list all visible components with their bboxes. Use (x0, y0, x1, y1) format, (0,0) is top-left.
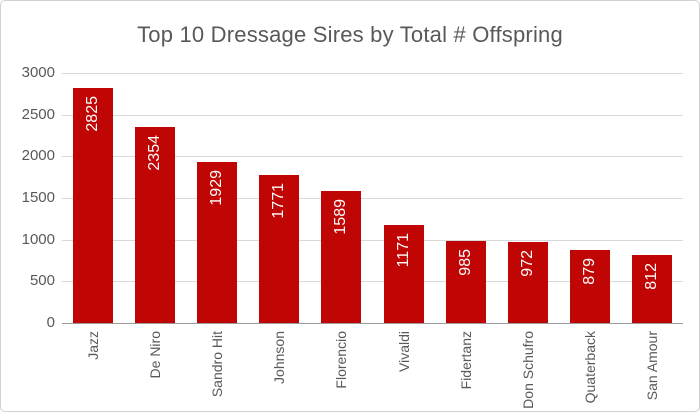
x-category-label: Vivaldi (395, 331, 412, 372)
y-tick-label: 0 (46, 314, 55, 331)
x-category-label-slot: Jazz (62, 331, 124, 411)
gridline (62, 240, 683, 241)
bar: 985 (445, 241, 486, 323)
y-tick-label: 2500 (21, 106, 55, 123)
bar: 879 (569, 250, 610, 323)
bar-value-label: 1929 (208, 170, 226, 206)
x-category-label: Sandro Hit (209, 331, 226, 398)
bar: 2825 (73, 88, 114, 323)
bar: 1171 (383, 225, 424, 323)
x-category-label: Florencio (333, 331, 350, 389)
x-category-label-slot: Sandro Hit (186, 331, 248, 411)
y-tick-label: 1000 (21, 231, 55, 248)
y-tick-label: 2000 (21, 147, 55, 164)
bar: 2354 (135, 127, 176, 323)
x-category-label: Jazz (85, 331, 102, 360)
bar-value-label: 2825 (84, 96, 102, 132)
y-tick-label: 500 (29, 272, 55, 289)
x-category-label-slot: Vivaldi (373, 331, 435, 411)
x-category-label-slot: Fidertanz (435, 331, 497, 411)
gridline (62, 115, 683, 116)
gridline (62, 198, 683, 199)
bar-value-label: 985 (456, 249, 474, 276)
x-category-label: San Amour (643, 331, 660, 401)
x-category-label-slot: Johnson (248, 331, 310, 411)
x-axis-line (62, 323, 683, 324)
x-category-label-slot: Don Schufro (497, 331, 559, 411)
bar-value-label: 1171 (394, 233, 412, 268)
bar: 1771 (259, 175, 300, 323)
y-tick-label: 3000 (21, 64, 55, 81)
x-category-label: De Niro (147, 331, 164, 379)
x-category-label: Quaterback (581, 331, 598, 404)
bar-value-label: 972 (518, 250, 536, 277)
y-tick-label: 1500 (21, 189, 55, 206)
chart-title: Top 10 Dressage Sires by Total # Offspri… (137, 22, 563, 47)
bar: 812 (631, 255, 672, 323)
bar: 972 (507, 242, 548, 323)
x-category-label: Don Schufro (519, 331, 536, 409)
x-category-label: Johnson (271, 331, 288, 384)
bar-value-label: 879 (580, 258, 598, 285)
bar-value-label: 2354 (146, 135, 164, 171)
bar-value-label: 1589 (332, 199, 350, 235)
bar: 1929 (197, 162, 238, 323)
x-category-label: Fidertanz (457, 331, 474, 390)
x-category-label-slot: Florencio (310, 331, 372, 411)
x-category-label-slot: De Niro (124, 331, 186, 411)
bar-value-label: 1771 (270, 183, 288, 219)
bar-value-label: 812 (642, 263, 660, 290)
x-category-label-slot: Quaterback (559, 331, 621, 411)
gridline (62, 73, 683, 74)
gridline (62, 156, 683, 157)
bar: 1589 (321, 191, 362, 323)
gridline (62, 281, 683, 282)
x-category-label-slot: San Amour (621, 331, 683, 411)
